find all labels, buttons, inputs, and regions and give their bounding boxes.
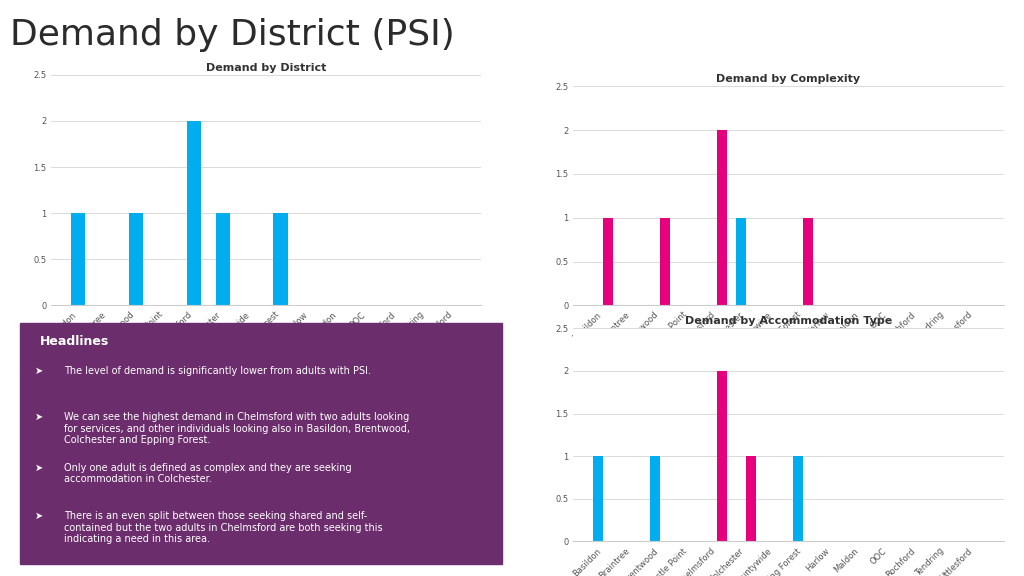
Bar xyxy=(216,213,230,305)
Title: Demand by District: Demand by District xyxy=(206,63,327,73)
Text: Demand by District (PSI): Demand by District (PSI) xyxy=(10,17,455,52)
Bar xyxy=(603,218,613,305)
Bar xyxy=(745,456,756,541)
Bar xyxy=(71,213,85,305)
Bar xyxy=(129,213,143,305)
Bar xyxy=(793,456,803,541)
Bar xyxy=(650,456,660,541)
Bar xyxy=(717,371,727,541)
Text: ➤: ➤ xyxy=(35,366,43,376)
Bar xyxy=(660,218,670,305)
Bar xyxy=(735,218,745,305)
Bar xyxy=(717,130,727,305)
Bar xyxy=(803,218,813,305)
Text: ➤: ➤ xyxy=(35,511,43,521)
Bar xyxy=(273,213,288,305)
Text: Headlines: Headlines xyxy=(40,335,109,348)
Legend: Complex, Non-Complex: Complex, Non-Complex xyxy=(710,389,867,406)
Bar xyxy=(593,456,603,541)
Title: Demand by Accommodation Type: Demand by Accommodation Type xyxy=(685,316,892,326)
Title: Demand by Complexity: Demand by Complexity xyxy=(717,74,860,84)
Text: The level of demand is significantly lower from adults with PSI.: The level of demand is significantly low… xyxy=(63,366,371,376)
Bar xyxy=(186,121,201,305)
Text: There is an even split between those seeking shared and self-
contained but the : There is an even split between those see… xyxy=(63,511,382,544)
Text: We can see the highest demand in Chelmsford with two adults looking
for services: We can see the highest demand in Chelmsf… xyxy=(63,412,410,445)
Text: ➤: ➤ xyxy=(35,412,43,422)
Text: ➤: ➤ xyxy=(35,463,43,473)
Text: Only one adult is defined as complex and they are seeking
accommodation in Colch: Only one adult is defined as complex and… xyxy=(63,463,351,484)
